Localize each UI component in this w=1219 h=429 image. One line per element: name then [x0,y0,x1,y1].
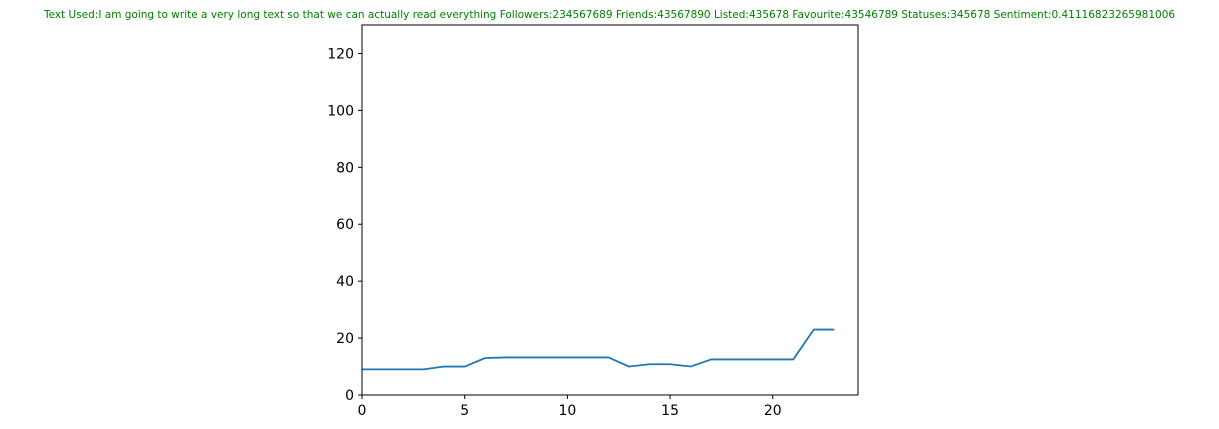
x-tick-label: 0 [358,403,367,419]
y-tick-label: 80 [336,160,354,176]
x-tick-label: 5 [460,403,469,419]
x-axis-ticks: 0 5 10 15 20 [358,395,782,419]
x-tick-label: 20 [764,403,782,419]
axes-frame [361,24,859,396]
x-tick-label: 15 [661,403,679,419]
series-layer [362,328,835,371]
y-tick-label: 60 [336,217,354,233]
y-tick-label: 0 [345,388,354,404]
chart-title: Text Used:I am going to write a very lon… [43,9,1176,21]
y-axis-ticks: 0 20 40 60 80 100 120 [327,46,362,404]
y-tick-label: 40 [336,274,354,290]
y-tick-label: 120 [327,46,354,62]
y-tick-label: 20 [336,331,354,347]
y-tick-label: 100 [327,103,354,119]
series-line-0 [362,328,835,371]
x-tick-label: 10 [558,403,576,419]
